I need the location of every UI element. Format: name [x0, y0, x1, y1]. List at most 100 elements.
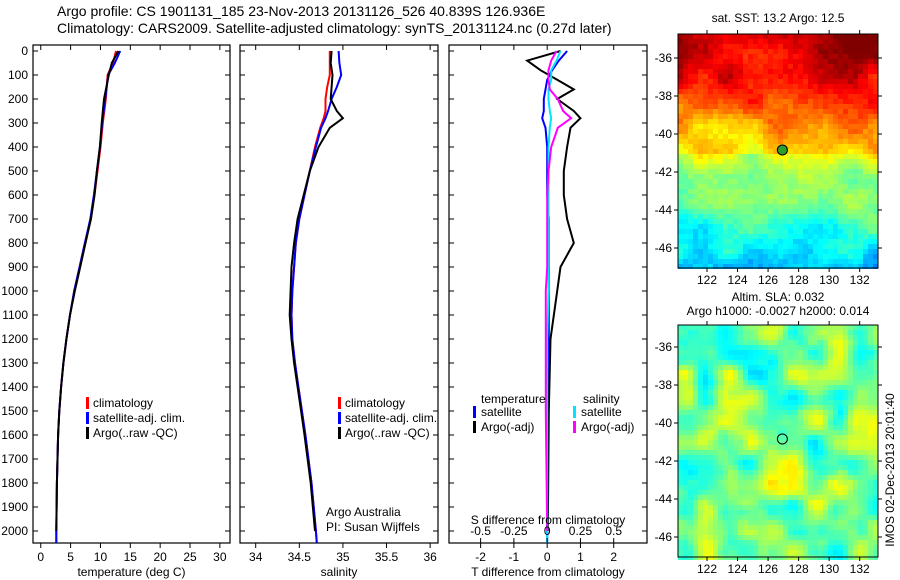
legend-label: climatology: [93, 396, 153, 410]
annotation-pi-name: PI: Susan Wijffels: [326, 520, 420, 534]
depth-tick-label: 300: [8, 116, 28, 130]
legend-swatch: [338, 412, 341, 424]
x-tick-label: -2: [475, 550, 486, 564]
lon-tick-label: 128: [789, 562, 809, 576]
legend-label: Argo(..raw -QC): [93, 426, 178, 440]
x-tick-label: 5: [67, 550, 74, 564]
x2-tick-label: 0: [544, 524, 551, 538]
lon-tick-label: 126: [758, 562, 778, 576]
x-tick-label: 2: [610, 550, 617, 564]
series-line-s-satellite: [546, 50, 562, 543]
argo-float-marker: [776, 433, 788, 445]
x-tick-label: -1: [509, 550, 520, 564]
depth-tick-label: 600: [8, 188, 28, 202]
depth-tick-label: 1900: [1, 500, 28, 514]
x2-tick-label: -0.5: [470, 524, 491, 538]
map-title: Altim. SLA: 0.032: [732, 290, 825, 304]
legend-swatch: [338, 397, 341, 409]
map-raster: [678, 34, 878, 269]
x-tick-label: 34: [249, 550, 263, 564]
map-frame: [677, 33, 879, 269]
lat-tick-label: -40: [655, 416, 673, 430]
lat-tick-label: -42: [655, 454, 673, 468]
x-tick-label: 36: [423, 550, 437, 564]
lon-tick-label: 128: [789, 273, 809, 287]
lon-tick-label: 122: [697, 562, 717, 576]
depth-tick-label: 500: [8, 164, 28, 178]
temperature-profile-panel: [32, 44, 231, 548]
lon-tick-label: 124: [728, 562, 748, 576]
x-axis-label: temperature (deg C): [77, 565, 185, 579]
depth-tick-label: 1000: [1, 284, 28, 298]
legend-header-salinity: salinity: [583, 392, 620, 406]
difference-profile-panel: [448, 44, 648, 548]
depth-tick-label: 800: [8, 236, 28, 250]
depth-tick-label: 1400: [1, 380, 28, 394]
series-line-s-argo-adj-: [544, 50, 573, 532]
annotation-argo-australia: Argo Australia: [326, 505, 401, 519]
plot-frame: [32, 44, 231, 544]
series-line-satellite-adj-clim-: [55, 50, 122, 543]
lat-tick-label: -40: [655, 127, 673, 141]
series-line-argo-raw-qc-: [288, 50, 345, 532]
argo-float-marker: [776, 144, 788, 156]
legend-swatch: [573, 406, 576, 418]
lon-tick-label: 130: [819, 273, 839, 287]
legend-swatch: [573, 421, 576, 433]
legend-label: climatology: [345, 396, 405, 410]
depth-tick-label: 200: [8, 92, 28, 106]
map-subtitle: Argo h1000: -0.0027 h2000: 0.014: [687, 304, 870, 318]
legend-label: satellite-adj. clim.: [345, 411, 437, 425]
lat-tick-label: -46: [655, 530, 673, 544]
depth-tick-label: 1500: [1, 404, 28, 418]
legend-label: Argo(-adj): [481, 420, 534, 434]
depth-tick-label: 400: [8, 140, 28, 154]
x-tick-label: 34.5: [288, 550, 312, 564]
legend-swatch: [86, 397, 89, 409]
lat-tick-label: -38: [655, 89, 673, 103]
x-axis-label: T difference from climatology: [471, 565, 625, 579]
x-tick-label: 10: [94, 550, 108, 564]
x-tick-label: 0: [37, 550, 44, 564]
title-line-2: Climatology: CARS2009. Satellite-adjuste…: [57, 20, 612, 36]
series-line-t-argo-adj-: [524, 50, 582, 532]
legend-swatch: [473, 406, 476, 418]
x-tick-label: 20: [153, 550, 167, 564]
lat-tick-label: -42: [655, 165, 673, 179]
lat-tick-label: -44: [655, 492, 673, 506]
map-title: sat. SST: 13.2 Argo: 12.5: [712, 11, 845, 25]
legend-label: satellite-adj. clim.: [93, 411, 185, 425]
legend-label: satellite: [581, 405, 622, 419]
depth-tick-label: 1800: [1, 476, 28, 490]
legend-swatch: [473, 421, 476, 433]
depth-tick-label: 1100: [2, 308, 28, 322]
x-tick-label: 35.5: [375, 550, 399, 564]
lon-tick-label: 126: [758, 273, 778, 287]
x2-tick-label: 0.5: [605, 524, 622, 538]
x-tick-label: 15: [124, 550, 138, 564]
x-tick-label: 35: [336, 550, 350, 564]
legend-swatch: [86, 412, 89, 424]
lat-tick-label: -36: [655, 340, 673, 354]
title-line-1: Argo profile: CS 1901131_185 23-Nov-2013…: [57, 3, 546, 19]
depth-tick-label: 1600: [1, 428, 28, 442]
depth-tick-label: 700: [8, 212, 28, 226]
legend-label: Argo(-adj): [581, 420, 634, 434]
lon-tick-label: 122: [697, 273, 717, 287]
sst-map: [674, 30, 882, 272]
depth-tick-label: 1300: [1, 356, 28, 370]
legend-swatch: [338, 427, 341, 439]
lon-tick-label: 124: [728, 273, 748, 287]
x2-tick-label: 0.25: [569, 524, 593, 538]
map-raster: [678, 325, 878, 560]
depth-tick-label: 1700: [1, 452, 28, 466]
plot-frame: [239, 44, 439, 544]
depth-tick-label: 100: [8, 68, 28, 82]
series-line-climatology: [55, 50, 117, 543]
x-axis-label: salinity: [321, 565, 358, 579]
series-line-argo-raw-qc-: [55, 50, 120, 532]
depth-tick-label: 900: [8, 260, 28, 274]
series-line-t-satellite: [541, 50, 568, 543]
